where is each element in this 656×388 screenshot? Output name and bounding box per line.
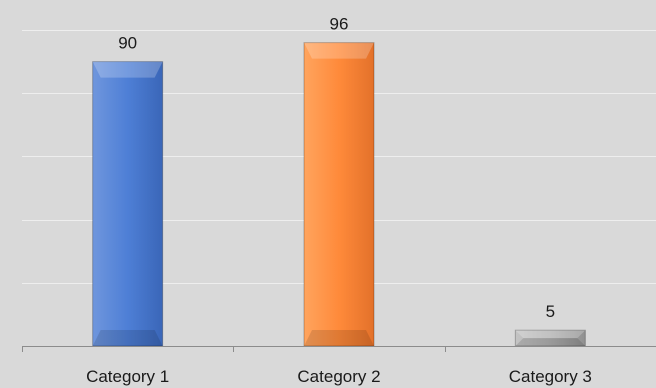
x-axis: Category 1 Category 2 Category 3: [22, 346, 656, 386]
bars: [92, 42, 586, 347]
bar-body: [303, 42, 375, 347]
data-label-3: 5: [546, 302, 555, 321]
data-labels: 90 96 5: [118, 15, 555, 322]
category-label-1: Category 1: [86, 367, 169, 386]
bar-bevel-bottom: [92, 330, 163, 346]
bar-3: [514, 329, 586, 347]
category-label-3: Category 3: [509, 367, 592, 386]
bar-bevel-top: [515, 330, 586, 339]
bar-bevel-bottom: [304, 330, 374, 346]
bar-1: [92, 61, 164, 347]
bar-bevel-bottom: [515, 338, 586, 346]
category-label-2: Category 2: [297, 367, 380, 386]
bar-bevel-top: [92, 61, 163, 78]
data-label-1: 90: [118, 34, 137, 53]
bar-body: [92, 61, 164, 347]
bar-2: [303, 42, 375, 347]
bar-bevel-top: [304, 42, 374, 59]
data-label-2: 96: [330, 15, 349, 34]
